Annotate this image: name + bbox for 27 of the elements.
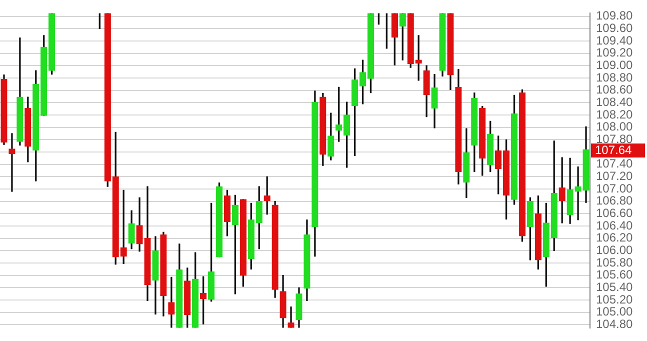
y-tick-label: 106.20: [596, 230, 634, 245]
y-tick-label: 109.40: [596, 33, 634, 48]
candlestick: [288, 306, 294, 328]
y-tick-label: 106.40: [596, 218, 634, 232]
y-tick-label: 106.80: [596, 194, 634, 208]
y-tick-label: 108.20: [596, 107, 634, 122]
y-tick-label: 108.80: [596, 70, 634, 84]
y-tick-label: 106.60: [596, 206, 634, 220]
y-tick-label: 108.00: [596, 120, 634, 134]
candlestick: [8, 133, 16, 192]
y-tick-label: 109.80: [596, 8, 634, 23]
y-tick-label: 105.60: [596, 268, 634, 282]
y-tick-label: 105.20: [596, 292, 634, 306]
y-tick-label: 109.60: [596, 20, 634, 35]
y-tick-label: 109.20: [596, 46, 634, 60]
y-tick-label: 107.00: [596, 181, 634, 196]
y-tick-label: 108.40: [596, 94, 634, 109]
y-tick-label: 104.80: [596, 317, 634, 332]
y-tick-label: 109.00: [596, 58, 634, 72]
candlestick: [574, 166, 582, 220]
y-tick-label: 105.00: [596, 304, 634, 319]
y-tick-label: 107.40: [596, 156, 634, 171]
y-tick-label: 107.20: [596, 168, 634, 183]
y-tick-label: 105.40: [596, 280, 634, 294]
y-tick-label: 108.60: [596, 82, 634, 97]
y-tick-label: 105.80: [596, 255, 634, 270]
y-tick-label: 106.00: [596, 243, 634, 258]
